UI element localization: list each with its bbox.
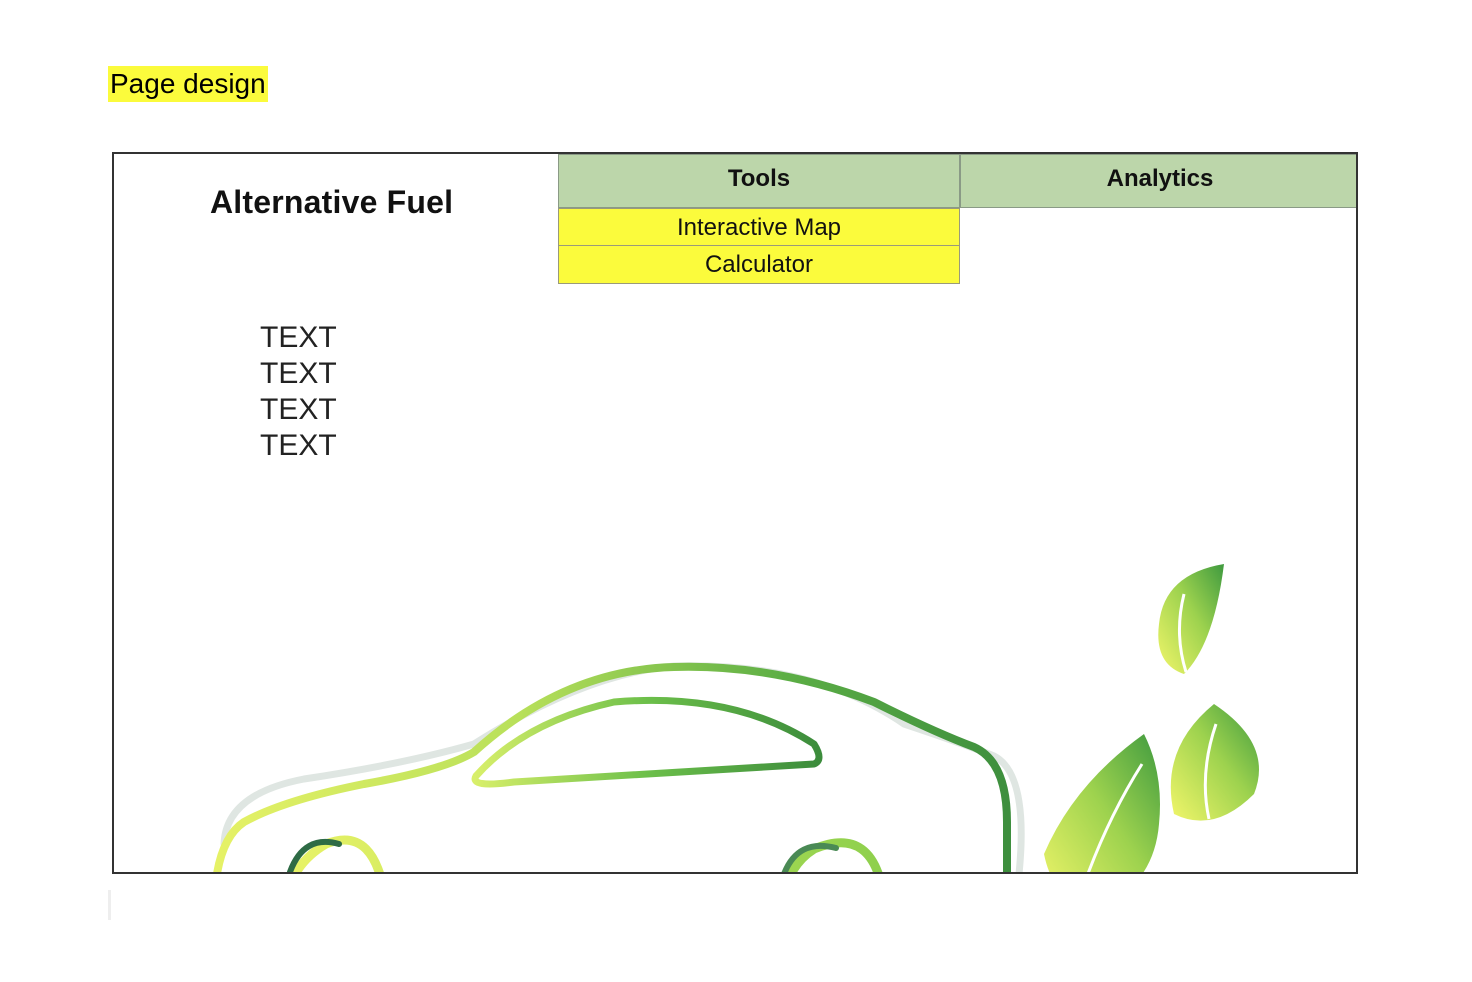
body-text-line: TEXT: [260, 321, 337, 354]
divider: [108, 890, 111, 920]
leaf-icon: [1044, 564, 1259, 872]
body-text-line: TEXT: [260, 429, 337, 462]
page-heading: Page design: [108, 66, 268, 102]
menu-item-calculator[interactable]: Calculator: [558, 246, 960, 284]
tools-dropdown-menu: Interactive Map Calculator: [558, 208, 960, 284]
nav-tab-tools[interactable]: Tools: [558, 154, 960, 208]
menu-item-interactive-map[interactable]: Interactive Map: [558, 208, 960, 246]
website-mockup: Alternative Fuel Tools Analytics Interac…: [112, 152, 1358, 874]
nav-tab-analytics[interactable]: Analytics: [960, 154, 1356, 208]
body-text-line: TEXT: [260, 393, 337, 426]
body-text-block: TEXT TEXT TEXT TEXT: [260, 320, 337, 464]
car-outline-icon: [213, 662, 1011, 872]
site-title: Alternative Fuel: [210, 184, 454, 220]
hero-image: [213, 564, 1259, 872]
body-text-line: TEXT: [260, 357, 337, 390]
